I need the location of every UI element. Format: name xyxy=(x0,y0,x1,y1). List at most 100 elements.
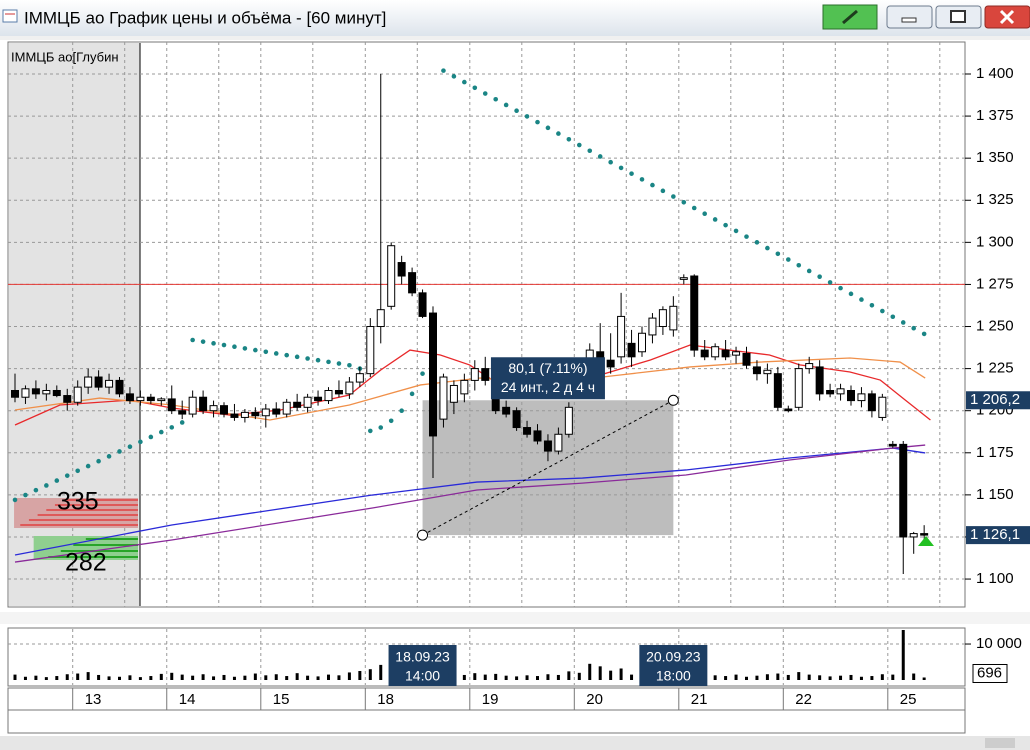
volume-bar xyxy=(222,674,226,680)
sar-dot xyxy=(378,425,384,430)
sar-dot xyxy=(159,429,164,435)
volume-bar xyxy=(901,630,905,680)
candle-body xyxy=(199,396,208,412)
candle-body xyxy=(439,376,448,420)
y-tick-label: 1 325 xyxy=(976,191,1014,208)
date-marker-box xyxy=(639,645,708,686)
candle-body xyxy=(136,396,145,402)
volume-bar xyxy=(776,673,780,680)
volume-bar xyxy=(922,677,926,680)
candle-body xyxy=(742,352,751,366)
volume-bar xyxy=(358,671,362,680)
bids-total: 282 xyxy=(65,549,107,577)
sar-dot xyxy=(179,420,185,425)
volume-bar xyxy=(797,672,801,680)
sar-dot xyxy=(503,102,509,108)
x-tick-label: 19 xyxy=(482,691,499,708)
candle-body xyxy=(617,315,626,358)
date-marker-date: 18.09.23 xyxy=(395,649,450,665)
scrollbar[interactable] xyxy=(0,736,1030,750)
volume-bar xyxy=(828,676,832,680)
candle-body xyxy=(125,393,134,402)
volume-bar xyxy=(232,676,236,680)
y-tick-label: 1 350 xyxy=(976,149,1014,166)
price-label-box xyxy=(966,391,1030,410)
sar-dot xyxy=(566,137,572,142)
volume-bar xyxy=(201,674,205,680)
candle-body xyxy=(826,389,835,395)
sar-dot xyxy=(190,337,195,343)
minimize-icon xyxy=(901,17,917,23)
scrollbar-thumb[interactable] xyxy=(985,738,1015,748)
volume-bar xyxy=(368,669,372,680)
sar-dot xyxy=(200,339,206,344)
link-icon xyxy=(842,9,858,25)
sar-dot xyxy=(796,262,802,268)
x-tick-label: 21 xyxy=(691,691,708,708)
candle-body xyxy=(784,408,793,412)
sar-dot xyxy=(775,251,781,257)
sar-dot xyxy=(900,320,906,325)
candle-body xyxy=(21,388,30,398)
candle-body xyxy=(815,366,824,395)
splitter xyxy=(0,612,1030,624)
sar-dot xyxy=(305,356,310,361)
y-tick-label: 1 375 xyxy=(976,107,1014,124)
candle-body xyxy=(345,381,354,395)
volume-bar xyxy=(347,672,351,680)
sar-dot xyxy=(336,361,342,366)
price-label-box xyxy=(966,526,1030,545)
y-tick-label: 1 250 xyxy=(976,317,1014,334)
candle-body xyxy=(157,398,166,402)
asks-total: 335 xyxy=(57,488,99,516)
candle-body xyxy=(711,346,720,358)
sar-dot xyxy=(880,308,885,314)
sar-dot xyxy=(577,142,582,148)
volume-bar xyxy=(912,673,916,680)
x-tick-label: 25 xyxy=(900,691,917,708)
sar-dot xyxy=(493,96,499,102)
sar-dot xyxy=(420,371,425,376)
candle-body xyxy=(324,389,333,402)
measurement-box xyxy=(422,400,674,536)
candle-body xyxy=(700,349,709,358)
volume-bar xyxy=(212,676,216,680)
sar-dot xyxy=(23,492,28,498)
y-tick-label: 1 175 xyxy=(976,444,1014,461)
candle-body xyxy=(251,411,260,417)
sar-dot xyxy=(765,245,770,251)
candle-body xyxy=(408,272,417,294)
candle-body xyxy=(314,396,323,402)
volume-bar xyxy=(306,675,310,680)
sar-dot xyxy=(660,188,666,194)
sar-dot xyxy=(597,154,603,159)
candle-body xyxy=(293,401,302,408)
candle-body xyxy=(282,401,291,415)
sar-dot xyxy=(639,177,645,182)
volume-bar xyxy=(849,674,853,680)
candle-body xyxy=(721,349,730,358)
volume-bar xyxy=(316,676,320,680)
sar-dot xyxy=(169,425,175,430)
volume-bar xyxy=(253,673,257,680)
sar-dot xyxy=(12,497,18,503)
volume-bar xyxy=(107,676,111,680)
x-tick-label: 20 xyxy=(586,691,603,708)
candle-body xyxy=(847,389,855,402)
candle-body xyxy=(366,326,375,375)
candle-body xyxy=(794,368,803,408)
sar-dot xyxy=(921,331,927,337)
candle-body xyxy=(658,309,667,328)
sar-dot xyxy=(587,148,593,154)
sar-dot xyxy=(263,349,269,355)
minimize-button[interactable] xyxy=(886,5,933,29)
volume-bar xyxy=(577,672,581,680)
sar-dot xyxy=(817,274,822,279)
volume-bar xyxy=(556,674,560,680)
candle-body xyxy=(679,277,688,280)
candle-body xyxy=(115,379,124,395)
close-icon xyxy=(999,9,1015,25)
volume-bar xyxy=(765,674,769,680)
sar-dot xyxy=(859,297,864,302)
sar-dot xyxy=(545,125,551,131)
